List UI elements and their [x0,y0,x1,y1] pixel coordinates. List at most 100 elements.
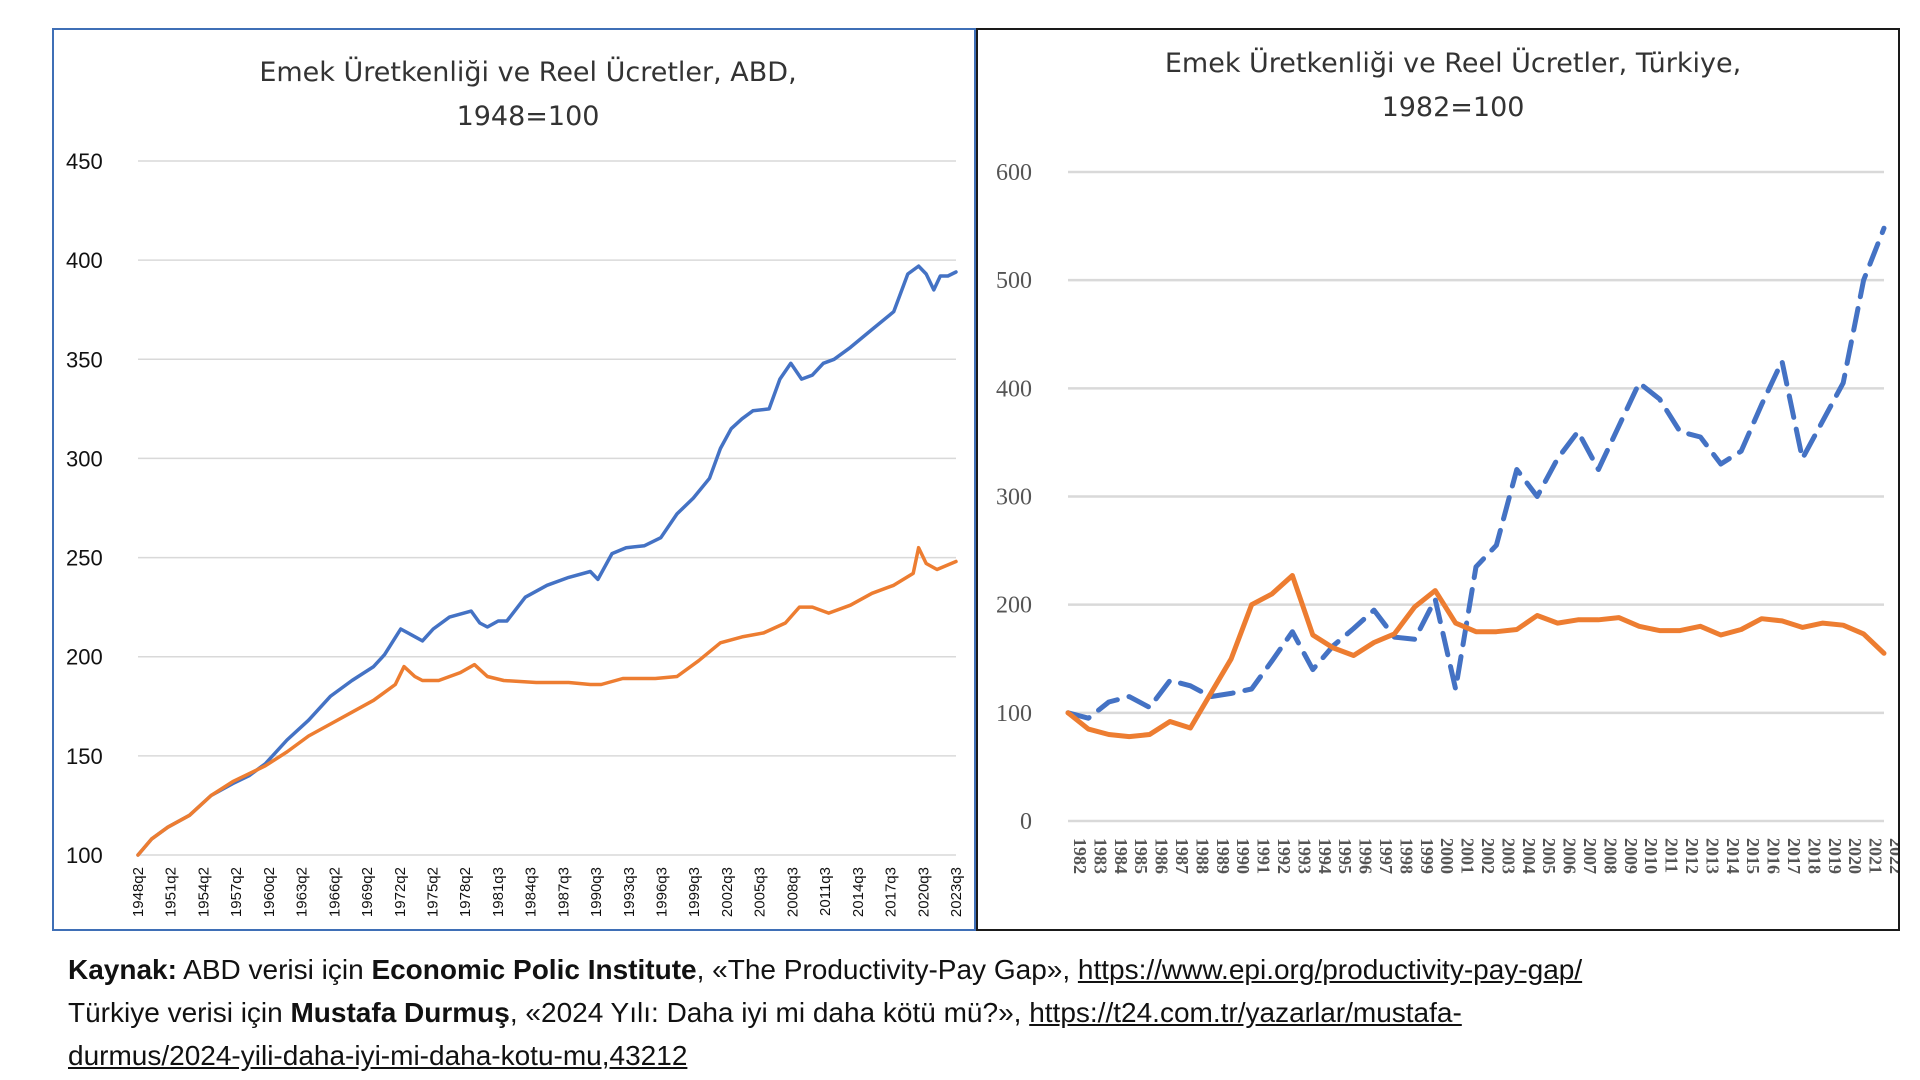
x-tick-label-group: 2012 [1682,838,1702,874]
x-tick-label-group: 2014 [1723,838,1743,874]
source-usa-org: Economic Polic Institute [371,954,697,985]
x-tick-label-group: 1989 [1213,838,1233,874]
x-tick-label-group: 2010 [1641,838,1661,874]
x-tick-label-group: 1995 [1335,838,1355,874]
x-tick-label-group: 1994 [1315,838,1335,874]
y-tick-label: 200 [66,645,103,670]
y-tick-label: 300 [66,446,103,471]
x-tick-label-group: 2000 [1437,838,1457,874]
x-tick-label-group: 1993 [1294,838,1314,874]
x-tick-label: 1963q2 [294,867,311,917]
x-tick-label-group: 1990 [1233,838,1253,874]
x-tick-label-group: 1972q2 [392,867,409,917]
x-tick-label: 1995 [1335,838,1355,874]
usa-chart-panel: Emek Üretkenliği ve Reel Ücretler, ABD, 1… [52,28,976,931]
x-tick-label: 1994 [1315,838,1335,874]
y-tick-label: 100 [66,843,103,868]
x-tick-label-group: 1954q2 [195,867,212,917]
x-tick-label: 2002 [1478,838,1498,874]
x-tick-label: 2020q3 [915,867,932,917]
x-tick-label: 2005q3 [752,867,769,917]
y-tick-label: 0 [1020,809,1032,835]
x-tick-label: 2000 [1437,838,1457,874]
x-tick-label-group: 2001 [1458,838,1478,874]
x-tick-label: 1996q3 [654,867,671,917]
source-tr-author: Mustafa Durmuş [290,997,510,1028]
y-tick-label: 500 [996,268,1032,294]
x-tick-label: 2010 [1641,838,1661,874]
x-tick-label-group: 2019 [1825,838,1845,874]
series-line-2 [136,545,958,857]
x-tick-label: 2007 [1580,838,1600,874]
x-tick-label: 2019 [1825,838,1845,874]
source-tr-link-2[interactable]: durmus/2024-yili-daha-iyi-mi-daha-kotu-m… [68,1040,688,1071]
source-usa-link[interactable]: https://www.epi.org/productivity-pay-gap… [1077,954,1583,985]
x-tick-label: 1996 [1356,838,1376,874]
x-tick-label-group: 2003 [1498,838,1518,874]
x-tick-label-group: 1987q3 [555,867,572,917]
x-tick-label-group: 2005 [1539,838,1559,874]
usa-chart: Emek Üretkenliği ve Reel Ücretler, ABD, 1… [66,56,965,917]
x-tick-label: 1991 [1254,838,1274,874]
source-tr-link-1[interactable]: https://t24.com.tr/yazarlar/mustafa- [1029,997,1462,1028]
y-tick-label: 600 [996,160,1032,186]
x-tick-label: 2017q3 [883,867,900,917]
x-tick-label: 2018 [1804,838,1824,874]
x-tick-label: 2006 [1560,838,1580,874]
x-tick-label: 1992 [1274,838,1294,874]
x-tick-label-group: 1957q2 [228,867,245,917]
x-tick-label-group: 1969q2 [359,867,376,917]
x-tick-label-group: 2005q3 [752,867,769,917]
x-tick-label: 2014 [1723,838,1743,874]
x-tick-label-group: 1951q2 [163,867,180,917]
x-tick-label: 1989 [1213,838,1233,874]
x-tick-label-group: 2022 [1886,838,1898,874]
y-tick-label: 200 [996,593,1032,619]
x-tick-label-group: 2002 [1478,838,1498,874]
x-tick-label-group: 2004 [1519,838,1539,874]
x-tick-label: 1988 [1192,838,1212,874]
source-label: Kaynak: [68,954,177,985]
x-tick-label-group: 1948q2 [130,867,147,917]
x-tick-label: 1975q2 [424,867,441,917]
x-tick-label-group: 2011 [1662,838,1682,873]
x-tick-label-group: 1987 [1172,838,1192,874]
source-tr-prefix: Türkiye verisi için [68,997,291,1028]
x-tick-label: 2008 [1600,838,1620,874]
x-tick-label: 1966q2 [326,867,343,917]
x-tick-label-group: 1982 [1070,838,1090,874]
x-tick-label: 2021 [1866,838,1886,874]
x-tick-label: 2011 [1662,838,1682,873]
x-tick-label: 2011q3 [817,867,834,916]
x-tick-label: 1978q2 [457,867,474,917]
series-line-2 [1065,573,1887,740]
x-tick-label: 2013 [1702,838,1722,874]
y-tick-label: 100 [996,701,1032,727]
x-tick-label: 2023q3 [948,867,965,917]
y-tick-label: 250 [66,546,103,571]
x-tick-label: 1951q2 [163,867,180,917]
x-tick-label: 1981q3 [490,867,507,917]
x-tick-label: 1982 [1070,838,1090,874]
x-tick-label: 2005 [1539,838,1559,874]
x-tick-label-group: 2008q3 [784,867,801,917]
x-tick-label: 1987 [1172,838,1192,874]
x-tick-label-group: 1999 [1417,838,1437,874]
chart-title-line-1: Emek Üretkenliği ve Reel Ücretler, Türki… [1165,47,1741,79]
x-tick-label-group: 2015 [1743,838,1763,874]
x-tick-label-group: 2006 [1560,838,1580,874]
source-usa-title: , «The Productivity-Pay Gap», [696,954,1078,985]
x-tick-label-group: 1981q3 [490,867,507,917]
x-tick-label-group: 1993q3 [621,867,638,917]
x-tick-label-group: 2011q3 [817,867,834,916]
x-tick-label-group: 1996 [1356,838,1376,874]
x-tick-label: 1998 [1396,838,1416,874]
x-tick-label-group: 1996q3 [654,867,671,917]
x-tick-label-group: 1998 [1396,838,1416,874]
x-tick-label: 1960q2 [261,867,278,917]
x-tick-label-group: 1985 [1131,838,1151,874]
x-tick-label-group: 1984 [1111,838,1131,874]
x-tick-label: 2012 [1682,838,1702,874]
x-tick-label-group: 1991 [1254,838,1274,874]
x-tick-label-group: 1963q2 [294,867,311,917]
